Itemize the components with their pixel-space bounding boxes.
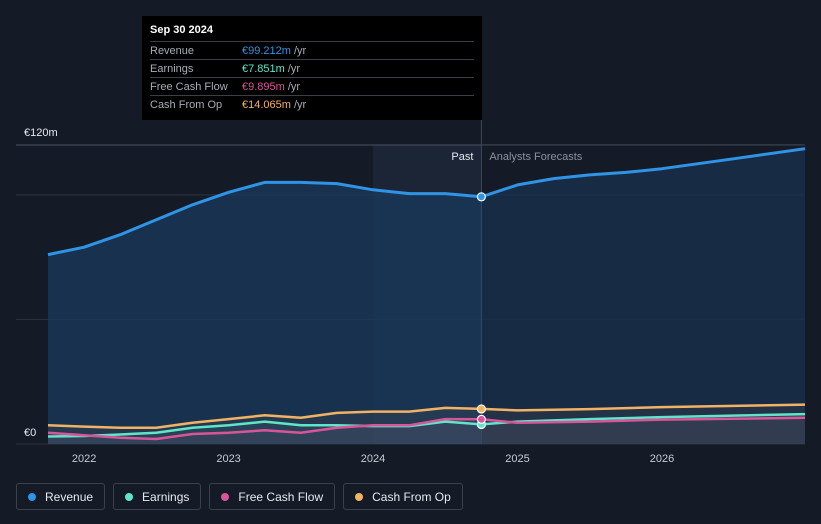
series-line-free-cash-flow [47,416,806,441]
tooltip-value: €99.212m [242,44,291,57]
legend-item-earnings[interactable]: Earnings [113,483,202,510]
tooltip-row-free-cash-flow: Free Cash Flow €9.895m /yr [150,77,474,95]
y-axis-label: €0 [24,427,36,439]
tooltip-date: Sep 30 2024 [150,24,213,36]
legend-item-revenue[interactable]: Revenue [16,483,106,510]
tooltip-unit: /yr [287,80,301,93]
revenue-area [48,148,805,444]
legend: Revenue Earnings Free Cash Flow Cash Fro… [16,483,463,510]
legend-dot-icon [28,492,36,501]
forecast-label: Analysts Forecasts [489,151,582,163]
forecast-shade [481,145,805,444]
tooltip-value: €7.851m [242,62,285,75]
tooltip-row-revenue: Revenue €99.212m /yr [150,41,474,59]
legend-dot-icon [221,492,230,501]
tooltip-unit: /yr [287,62,301,75]
legend-dot-icon [355,492,364,501]
series-area-free-cash-flow [48,417,805,444]
past-label: Past [451,151,473,163]
tooltip-label: Earnings [150,62,194,75]
marker-free-cash-flow [476,414,486,424]
series-line-earnings [47,412,806,438]
y-axis-label: €120m [24,127,58,139]
tooltip-value: €14.065m [242,98,291,111]
legend-label: Revenue [45,489,94,504]
x-axis-label: 2023 [216,453,240,465]
tooltip-unit: /yr [293,98,307,111]
x-axis-label: 2022 [72,453,96,465]
x-axis-label: 2025 [505,453,529,465]
tooltip-label: Cash From Op [150,98,223,111]
tooltip-row-cash-from-op: Cash From Op €14.065m /yr [150,95,474,113]
tooltip-unit: /yr [293,44,307,57]
series-line-revenue [47,147,806,257]
legend-label: Free Cash Flow [238,489,324,504]
tooltip-row-earnings: Earnings €7.851m /yr [150,59,474,77]
series-line-cash-from-op [47,403,806,430]
marker-revenue [476,192,486,202]
marker-cash-from-op [476,404,486,414]
legend-item-free-cash-flow[interactable]: Free Cash Flow [209,483,336,510]
legend-item-cash-from-op[interactable]: Cash From Op [343,483,463,510]
tooltip-label: Revenue [150,44,195,57]
legend-label: Cash From Op [372,489,451,504]
legend-label: Earnings [142,489,190,504]
tooltip-label: Free Cash Flow [150,80,228,93]
x-axis-label: 2024 [361,453,385,465]
tooltip: Sep 30 2024 Revenue €99.212m /yr Earning… [142,16,482,120]
tooltip-value: €9.895m [242,80,285,93]
x-axis-label: 2026 [650,453,674,465]
legend-dot-icon [125,492,134,501]
